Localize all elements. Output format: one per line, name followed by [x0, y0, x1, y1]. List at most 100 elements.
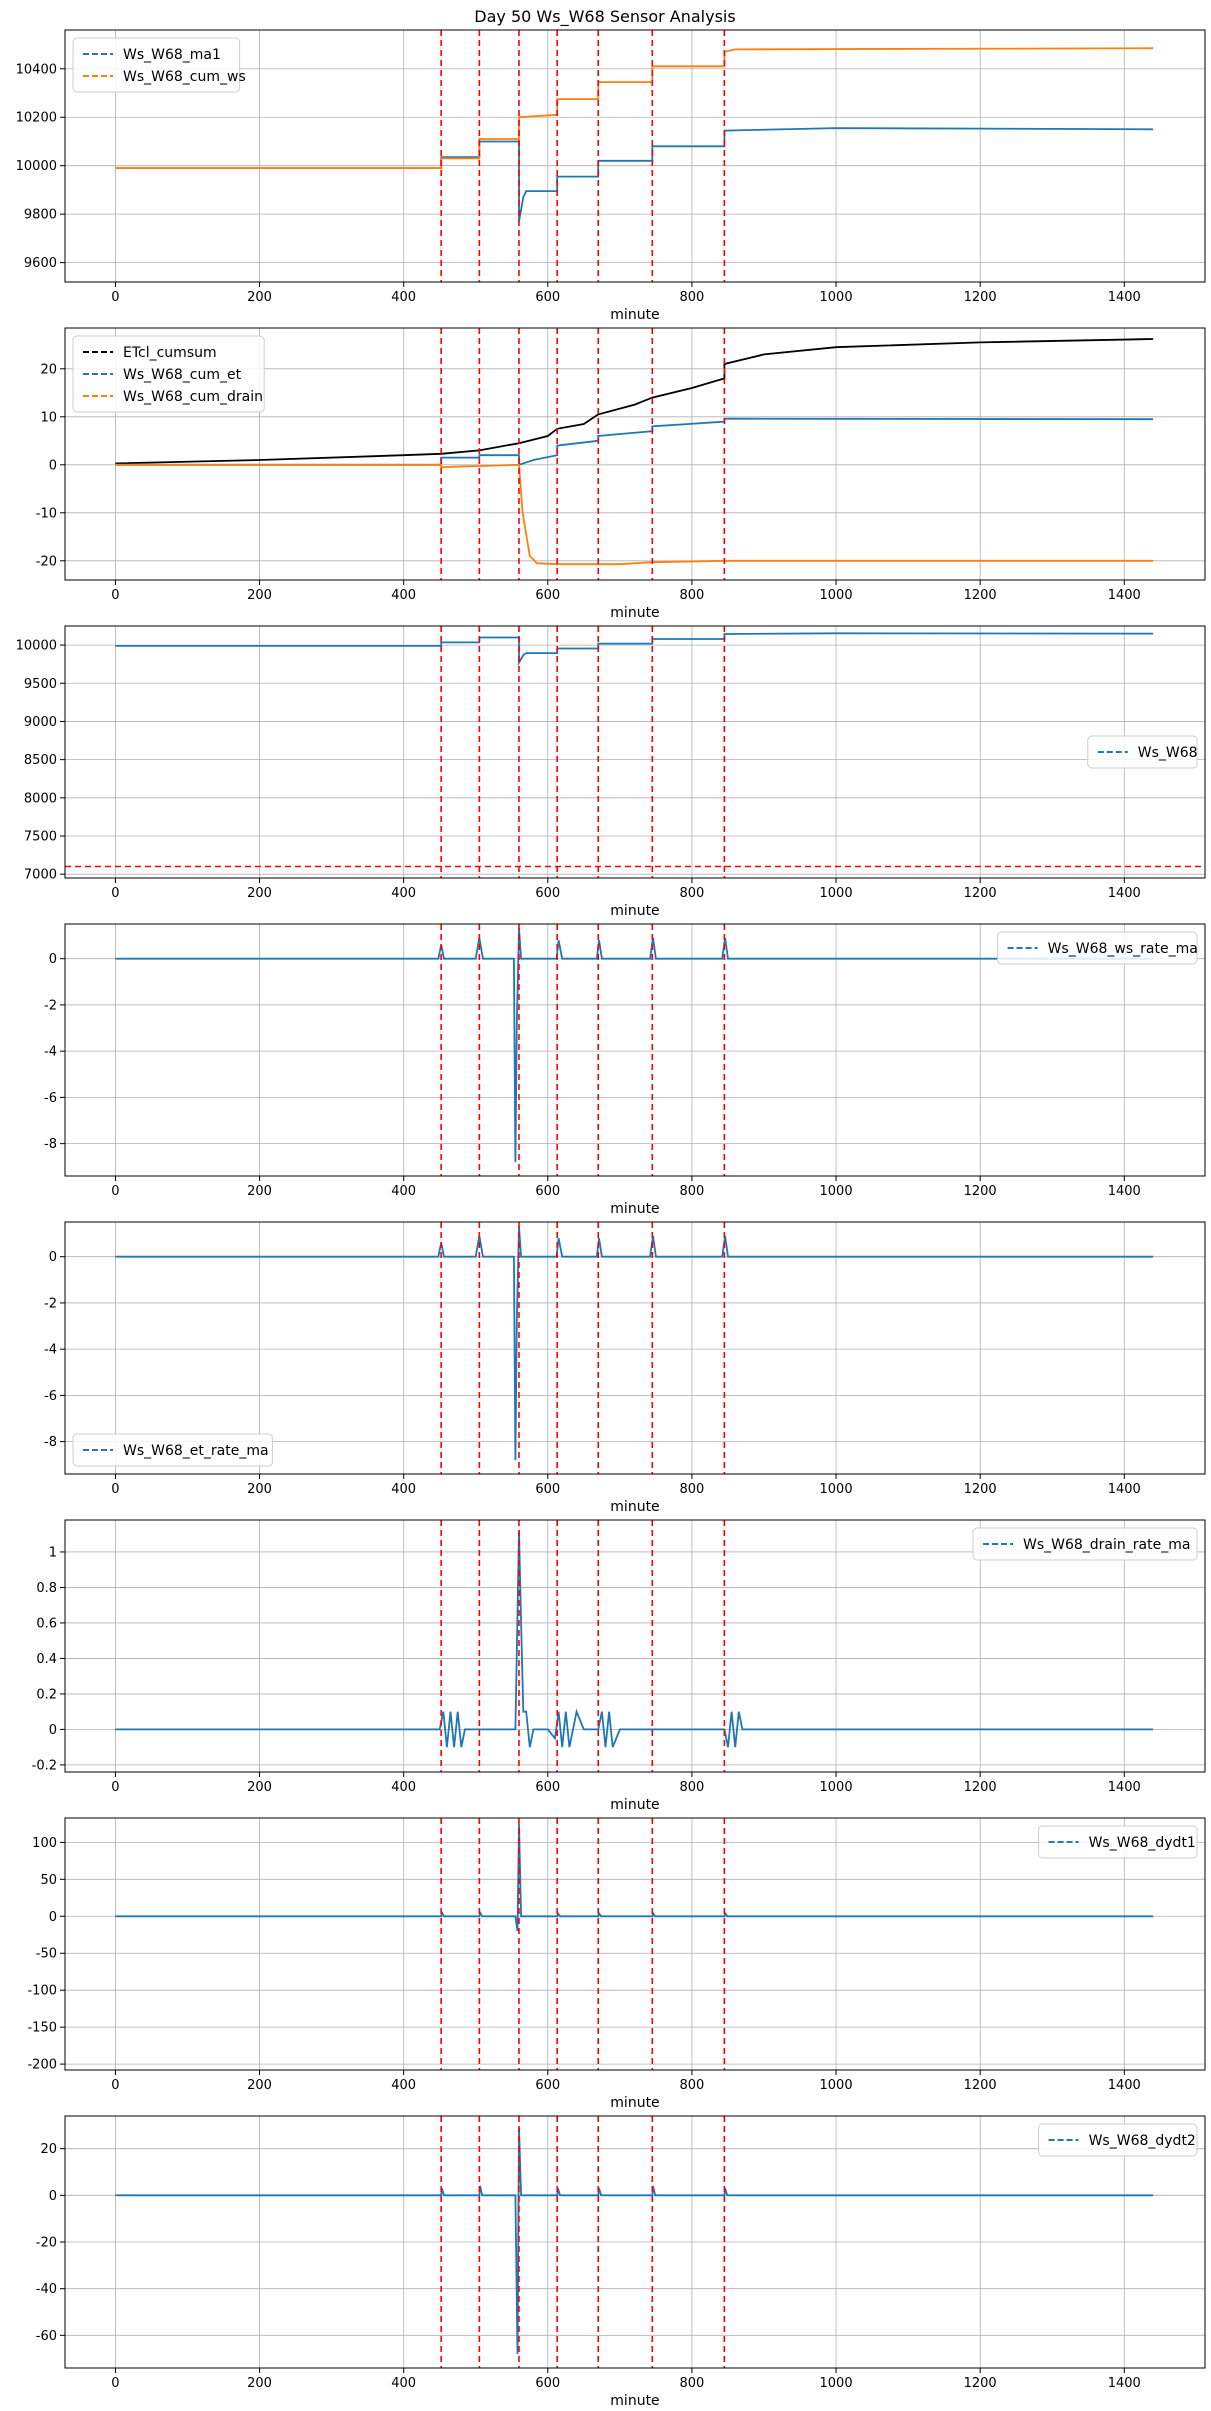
- legend-entry: Ws_W68_drain_rate_ma: [1023, 1537, 1190, 1553]
- plot-area: [115, 30, 1154, 282]
- x-tick-label: 1000: [820, 290, 853, 305]
- x-tick-label: 200: [247, 1780, 272, 1795]
- chart-panel-6: 0 200 400 600 800 1000 1200 1400 -0.2 0 0.2 0.4 0.6 0…: [32, 1519, 1206, 1813]
- legend: Ws_W68_ws_rate_ma: [997, 931, 1198, 965]
- y-tick-label: -4: [44, 1045, 57, 1060]
- series-line-Ws_W68_cum_et: [115, 417, 1154, 467]
- x-tick-label: 600: [535, 1184, 560, 1199]
- legend-entry: Ws_W68_cum_et: [123, 367, 242, 383]
- x-tick-label: 1400: [1108, 2376, 1141, 2391]
- x-tick-label: 0: [111, 2078, 119, 2093]
- x-tick-label: 0: [111, 886, 119, 901]
- x-tick-label: 1400: [1108, 290, 1141, 305]
- x-tick-label: 0: [111, 1184, 119, 1199]
- y-tick-label: 0.2: [36, 1687, 57, 1702]
- y-tick-label: -2: [44, 1296, 57, 1311]
- x-tick-label: 800: [680, 1482, 705, 1497]
- y-tick-label: 9600: [24, 256, 57, 271]
- legend: Ws_W68_dydt1: [1038, 1825, 1198, 1859]
- axes-frame: [64, 923, 1206, 1177]
- x-tick-label: 1000: [820, 1780, 853, 1795]
- legend-box: [1038, 2123, 1198, 2157]
- y-tick-label: -0.2: [32, 1758, 57, 1773]
- axes-frame: [64, 1519, 1206, 1773]
- x-tick-label: 600: [535, 2376, 560, 2391]
- figure-title: Day 50 Ws_W68 Sensor Analysis: [474, 7, 735, 27]
- y-tick-label: 50: [40, 1873, 57, 1888]
- legend-entry: Ws_W68_ma1: [123, 47, 221, 63]
- series-line-Ws_W68_drain_rate_ma: [115, 1530, 1154, 1748]
- legend-entry: Ws_W68_et_rate_ma: [123, 1443, 269, 1459]
- y-tick-label: 9800: [24, 208, 57, 223]
- y-tick-label: -50: [36, 1947, 57, 1962]
- legend-box: [972, 1527, 1198, 1561]
- x-axis-label: minute: [610, 2393, 659, 2409]
- y-tick-label: 1: [49, 1545, 57, 1560]
- x-tick-label: 200: [247, 290, 272, 305]
- x-tick-label: 400: [391, 1780, 416, 1795]
- x-tick-label: 1000: [820, 588, 853, 603]
- x-tick-label: 1200: [964, 1184, 997, 1199]
- chart-panel-2: 0 200 400 600 800 1000 1200 1400 -20 -10 0 10 20 minu…: [36, 327, 1206, 621]
- plot-area: [115, 924, 1154, 1176]
- y-tick-label: 10400: [16, 62, 57, 77]
- legend: ETcl_cumsum Ws_W68_cum_et Ws_W68_cum_drain: [72, 335, 265, 413]
- y-tick-label: 0: [49, 1250, 57, 1265]
- chart-panel-8: 0 200 400 600 800 1000 1200 1400 -60 -40 -20 0 20 min…: [36, 2115, 1206, 2409]
- y-tick-label: -40: [36, 2282, 57, 2297]
- y-tick-label: 20: [40, 2142, 57, 2157]
- x-tick-label: 1200: [964, 1482, 997, 1497]
- legend-entry: ETcl_cumsum: [123, 345, 217, 361]
- x-tick-label: 1200: [964, 2376, 997, 2391]
- x-tick-label: 1200: [964, 886, 997, 901]
- axes-frame: [64, 1221, 1206, 1475]
- legend: Ws_W68: [1087, 735, 1198, 769]
- axes-frame: [64, 327, 1206, 581]
- x-tick-label: 1400: [1108, 1482, 1141, 1497]
- x-tick-label: 0: [111, 2376, 119, 2391]
- series-line-Ws_W68_dydt1: [115, 1823, 1154, 1932]
- y-tick-label: 10000: [16, 639, 57, 654]
- x-tick-label: 800: [680, 588, 705, 603]
- y-tick-label: 8000: [24, 791, 57, 806]
- chart-panel-1: 0 200 400 600 800 1000 1200 1400 9600 9800 10000 10…: [16, 29, 1206, 323]
- x-tick-label: 1000: [820, 886, 853, 901]
- y-tick-label: -6: [44, 1091, 57, 1106]
- y-tick-label: 0: [49, 1910, 57, 1925]
- chart-panel-4: 0 200 400 600 800 1000 1200 1400 -8 -6 -4 -2 0 minute…: [44, 923, 1206, 1217]
- legend-box: [997, 931, 1198, 965]
- x-tick-label: 1400: [1108, 588, 1141, 603]
- y-tick-label: 20: [40, 362, 57, 377]
- y-tick-label: -100: [27, 1984, 57, 1999]
- legend-entry: Ws_W68_dydt2: [1089, 2133, 1196, 2149]
- y-tick-label: 0: [49, 1723, 57, 1738]
- y-tick-label: -200: [27, 2058, 57, 2073]
- x-tick-label: 400: [391, 886, 416, 901]
- x-tick-label: 600: [535, 588, 560, 603]
- legend-entry: Ws_W68: [1138, 745, 1198, 761]
- x-tick-label: 1400: [1108, 1780, 1141, 1795]
- x-tick-label: 600: [535, 290, 560, 305]
- plot-area: [115, 1222, 1154, 1474]
- legend-entry: Ws_W68_cum_ws: [123, 69, 246, 85]
- y-tick-label: -20: [36, 2236, 57, 2251]
- legend: Ws_W68_dydt2: [1038, 2123, 1198, 2157]
- y-tick-label: 7500: [24, 830, 57, 845]
- x-tick-label: 800: [680, 2376, 705, 2391]
- x-tick-label: 400: [391, 2078, 416, 2093]
- x-tick-label: 0: [111, 588, 119, 603]
- x-tick-label: 1400: [1108, 1184, 1141, 1199]
- x-tick-label: 800: [680, 1780, 705, 1795]
- x-tick-label: 1400: [1108, 886, 1141, 901]
- y-tick-label: -8: [44, 1137, 57, 1152]
- x-tick-label: 0: [111, 1780, 119, 1795]
- chart-panel-3: 0 200 400 600 800 1000 1200 1400 7000 7500 8000 850…: [16, 625, 1206, 919]
- legend: Ws_W68_ma1 Ws_W68_cum_ws: [72, 37, 246, 93]
- x-tick-label: 1200: [964, 290, 997, 305]
- y-tick-label: 0: [49, 952, 57, 967]
- x-axis-label: minute: [610, 1201, 659, 1217]
- y-tick-label: 10200: [16, 111, 57, 126]
- y-tick-label: 0: [49, 2189, 57, 2204]
- x-axis-label: minute: [610, 1797, 659, 1813]
- plot-area: [115, 1520, 1154, 1772]
